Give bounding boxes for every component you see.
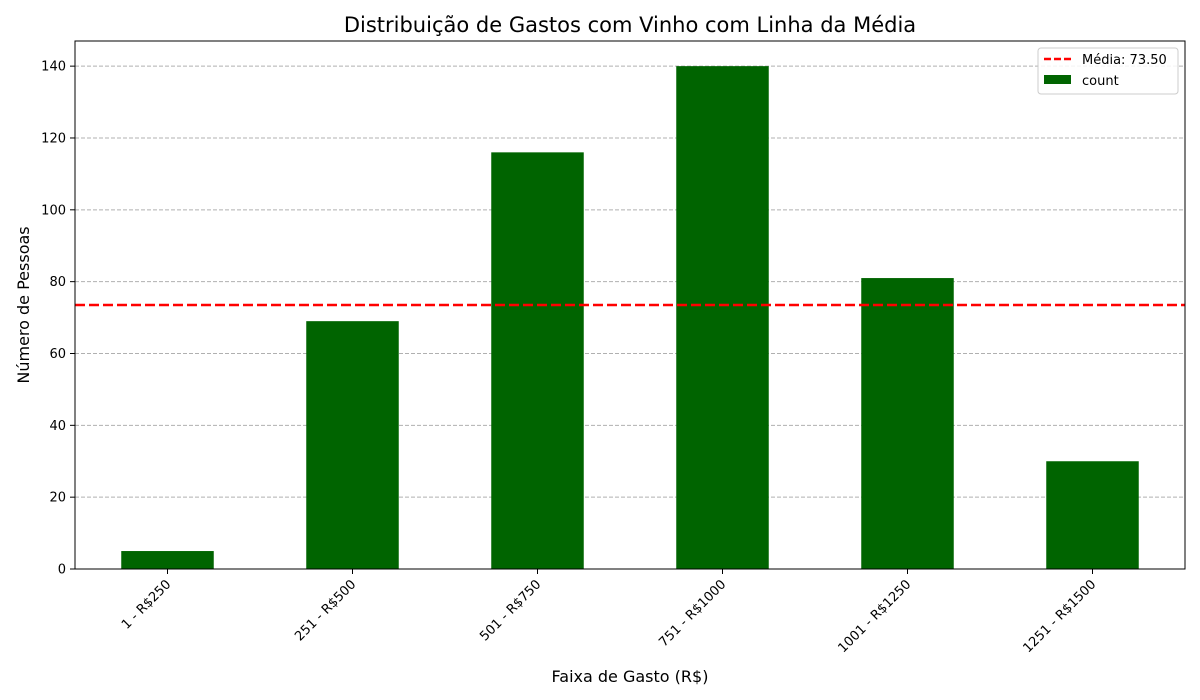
y-tick-label: 40 xyxy=(49,419,66,434)
x-axis-title: Faixa de Gasto (R$) xyxy=(552,667,709,686)
bar xyxy=(676,66,769,570)
legend: Média: 73.50 count xyxy=(1037,47,1179,95)
bar xyxy=(491,152,584,570)
y-axis: 0 20 40 60 80 100 120 140 xyxy=(41,60,75,578)
bars xyxy=(121,66,1139,570)
legend-count-swatch xyxy=(1044,75,1071,84)
y-tick-label: 80 xyxy=(49,275,66,290)
y-tick-label: 140 xyxy=(41,60,66,75)
y-tick-label: 0 xyxy=(58,563,66,578)
y-tick-label: 120 xyxy=(41,131,66,146)
y-tick-label: 20 xyxy=(49,491,66,506)
plot-frame xyxy=(74,40,1186,570)
y-axis-title: Número de Pessoas xyxy=(14,226,33,383)
legend-mean-label: Média: 73.50 xyxy=(1082,53,1167,68)
bar xyxy=(1046,461,1139,569)
bar xyxy=(306,321,399,569)
y-tick-label: 60 xyxy=(49,347,66,362)
legend-count-label: count xyxy=(1082,74,1119,89)
gridlines xyxy=(75,65,1185,498)
bar xyxy=(121,551,214,569)
bar xyxy=(861,278,954,569)
chart-title: Distribuição de Gastos com Vinho com Lin… xyxy=(344,13,916,37)
y-tick-label: 100 xyxy=(41,203,66,218)
legend-box xyxy=(1037,47,1179,95)
